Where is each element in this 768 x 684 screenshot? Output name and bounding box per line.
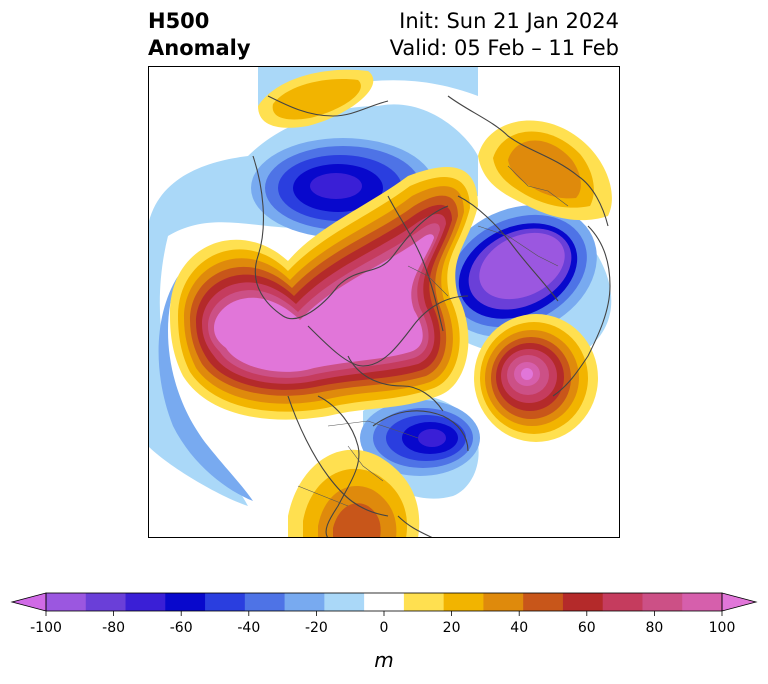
colorbar-tick-label: 20 [443,620,461,636]
forecast-dates: Init: Sun 21 Jan 2024 Valid: 05 Feb – 11… [390,8,619,62]
colorbar-segment [443,593,484,611]
colorbar-ticks: -100 -80 -60 -40 -20 0 20 40 60 80 100 [30,611,735,636]
colorbar-segment [562,593,604,611]
negative-anomaly-siberia [439,204,597,338]
colorbar-tick-label: -60 [170,620,193,636]
colorbar-segment [244,593,286,611]
map-title: H500 Anomaly [148,8,251,62]
colorbar-tick-label: 40 [510,620,528,636]
colorbar-segment [284,593,325,611]
country-borders [297,165,569,507]
title-line-2: Anomaly [148,36,251,60]
coastlines [252,95,611,538]
colorbar-segment [46,593,87,611]
colorbar-tick-label: -100 [30,620,62,636]
colorbar-segment [165,593,206,611]
colorbar-segment [205,593,246,611]
valid-date-label: Valid: 05 Feb – 11 Feb [389,36,619,60]
anomaly-map [148,66,620,538]
positive-anomaly-north-atlantic [474,314,598,442]
colorbar-low-extension [10,592,47,612]
colorbar-segment [523,593,564,611]
colorbar-segment [642,593,683,611]
title-line-1: H500 [148,9,210,33]
colorbar-segment [125,593,166,611]
colorbar-segments [46,593,723,611]
negative-anomaly-europe [360,400,480,476]
colorbar-tick-label: -40 [237,620,260,636]
colorbar-tick-label: 0 [380,620,389,636]
colorbar-segment [85,593,127,611]
colorbar-segment [403,593,445,611]
colorbar-segment [483,593,524,611]
positive-anomaly-north-pacific-top [258,69,374,128]
colorbar-tick-label: -80 [102,620,125,636]
colorbar-tick-label: 80 [645,620,663,636]
colorbar-segment [364,593,405,611]
colorbar-segment [682,593,723,611]
colorbar-unit-label: m [374,648,393,672]
positive-anomaly-central-asia [478,120,612,221]
colorbar-tick-label: 60 [578,620,596,636]
weak-negative-band [158,276,253,501]
colorbar-segment [602,593,643,611]
colorbar-tick-label: 100 [709,620,736,636]
colorbar-tick-label: -20 [305,620,328,636]
colorbar-segment [324,593,365,611]
colorbar: -100 -80 -60 -40 -20 0 20 40 60 80 100 m [10,592,758,672]
init-date-label: Init: Sun 21 Jan 2024 [399,9,619,33]
colorbar-high-extension [721,592,758,612]
